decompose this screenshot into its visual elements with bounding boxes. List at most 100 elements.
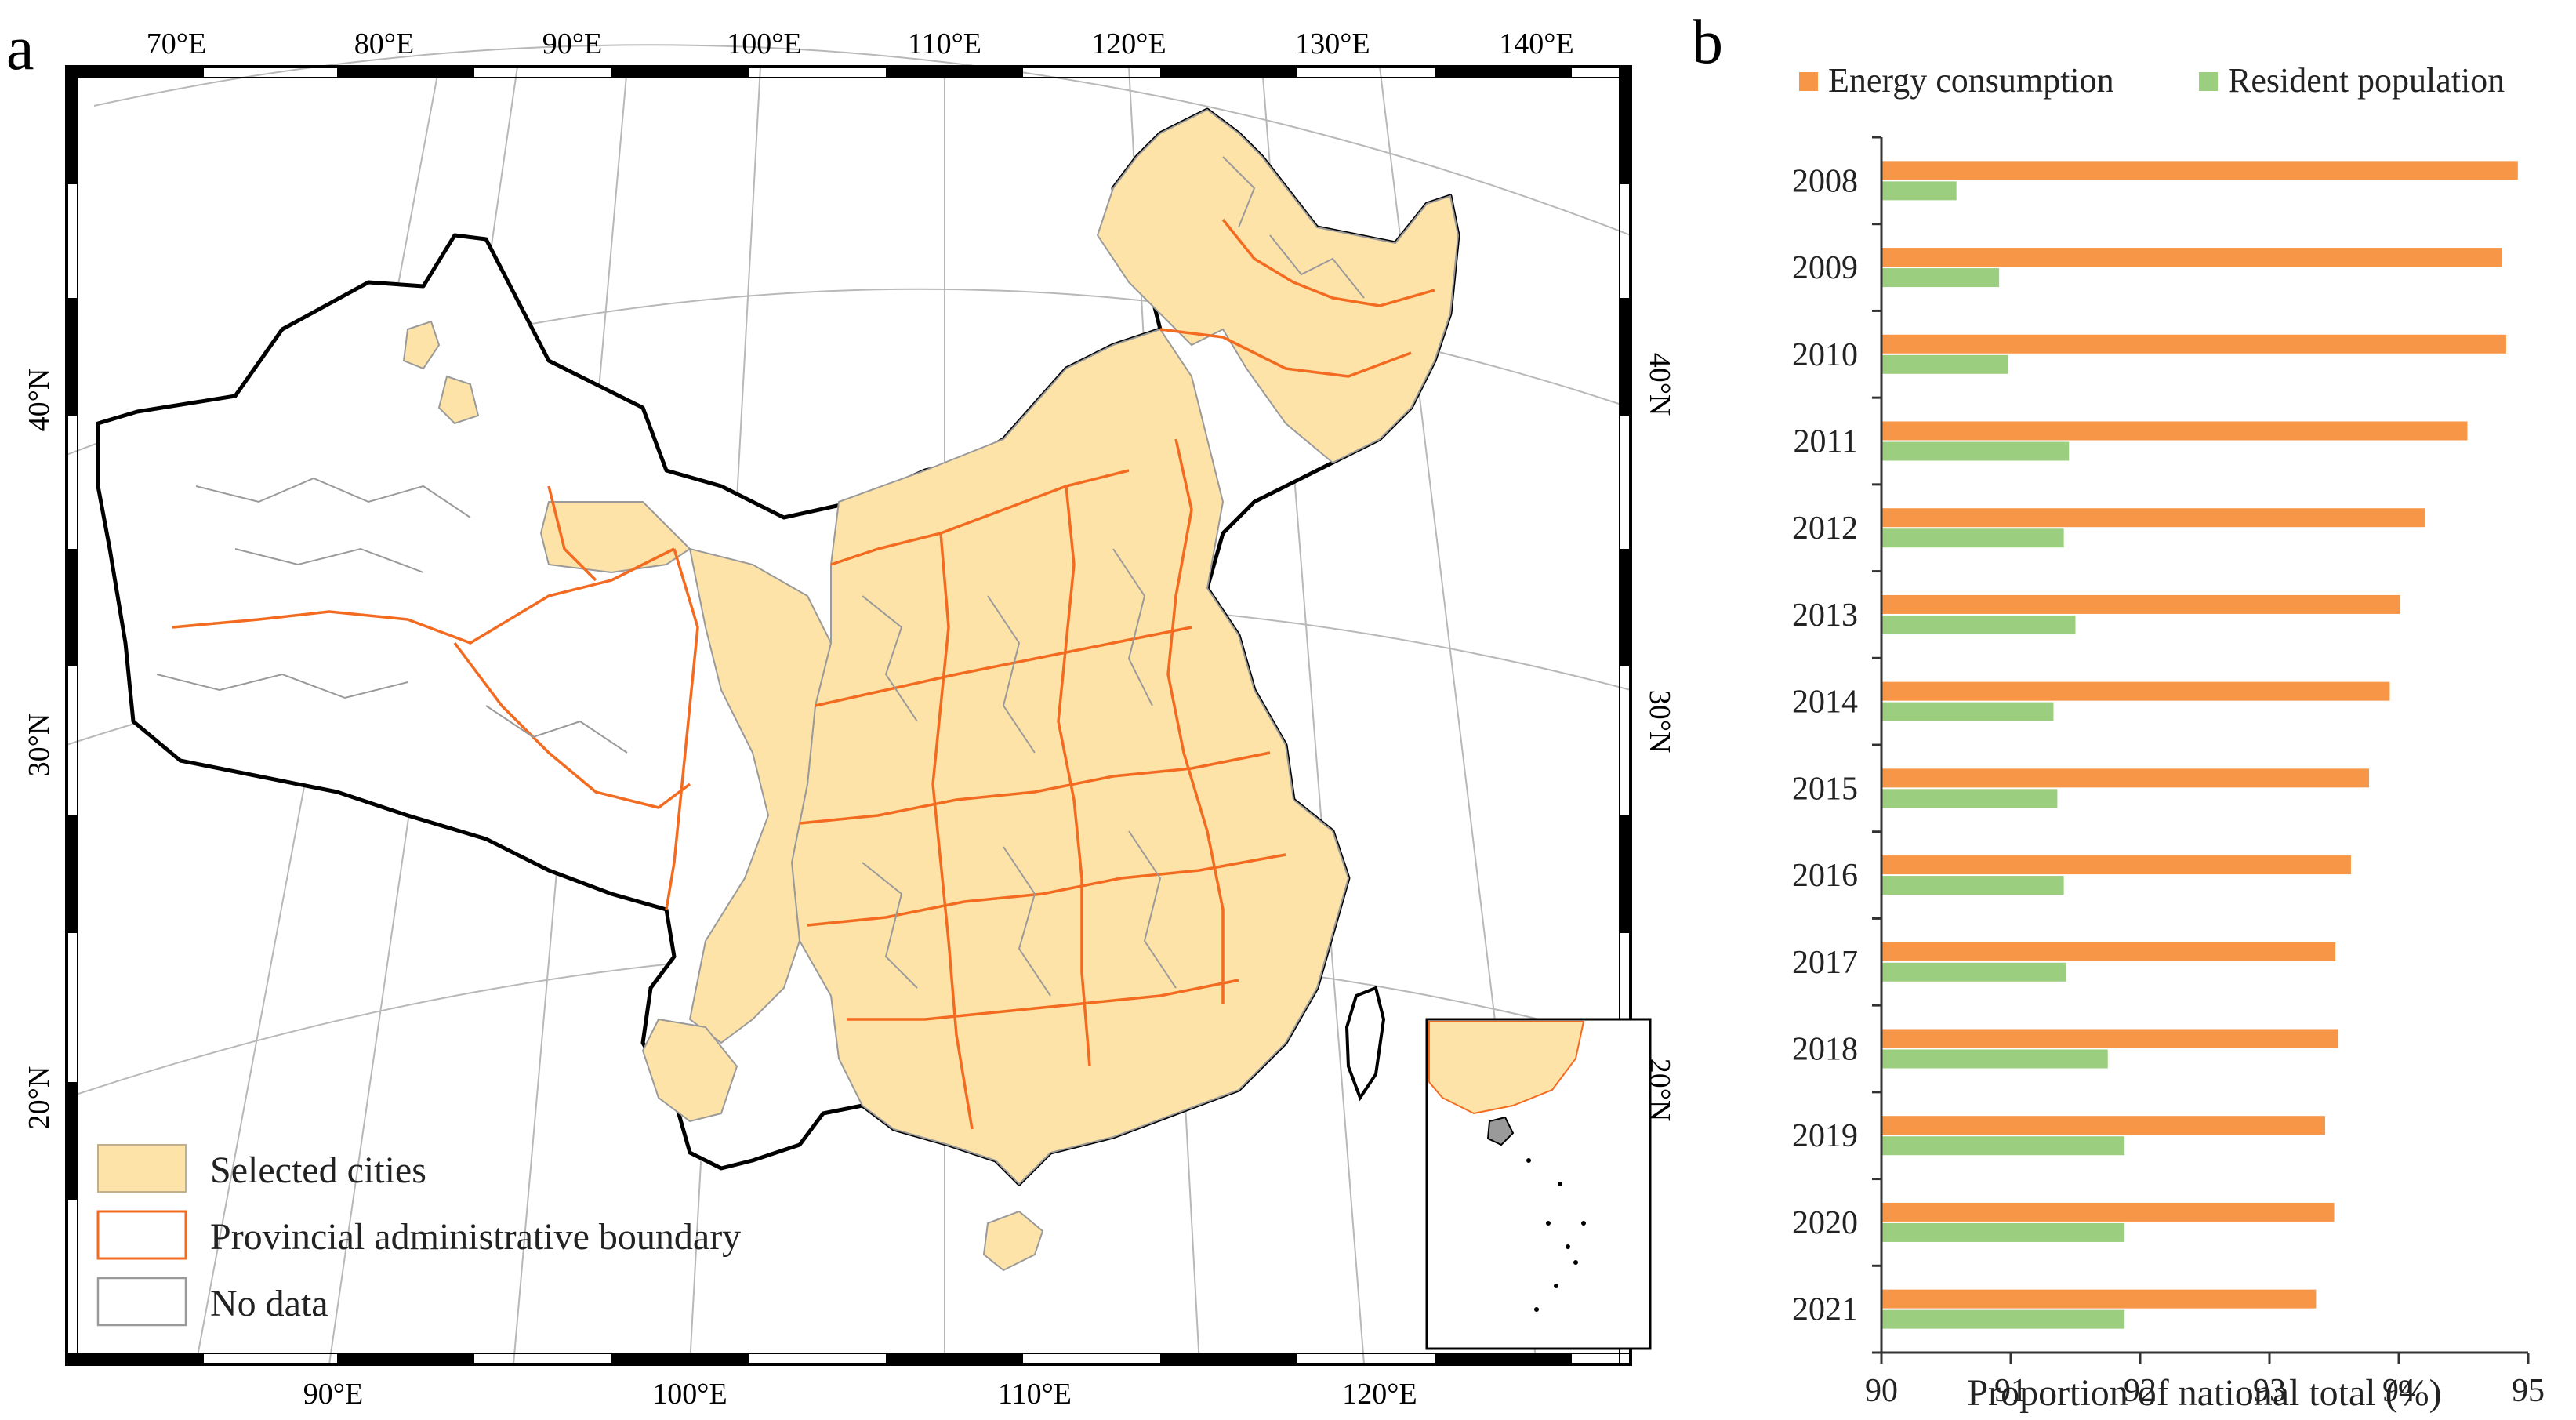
lon-label-top: 120°E xyxy=(1091,27,1166,60)
china-map-panel: a xyxy=(6,14,1676,1411)
bar-energy-consumption xyxy=(1881,1289,2317,1309)
city-boundary-line xyxy=(1269,234,1365,299)
lon-label-top: 100°E xyxy=(727,27,801,60)
axis-layer: 90 91 92 93 94 95 2008 2009 2010 2011 2012 2013 2014… xyxy=(1792,136,2545,1409)
selected-region-xinjiang-1 xyxy=(402,320,441,370)
legend-label-boundary: Provincial administrative boundary xyxy=(210,1216,741,1258)
bar-energy-consumption xyxy=(1881,161,2518,180)
lon-label-top: 110°E xyxy=(908,27,981,60)
y-category-label: 2011 xyxy=(1794,424,1858,460)
y-category-label: 2017 xyxy=(1792,945,1858,981)
lon-label-top: 70°E xyxy=(147,27,206,60)
lat-label-right: 30°N xyxy=(1643,690,1676,754)
city-boundary-line xyxy=(862,862,918,989)
y-category-label: 2013 xyxy=(1792,597,1858,634)
lon-label-bottom: 100°E xyxy=(652,1378,727,1411)
province-boundary-line xyxy=(665,548,699,910)
province-boundary-line xyxy=(847,979,1239,1021)
bar-energy-consumption xyxy=(1881,1116,2325,1135)
lon-label-bottom: 90°E xyxy=(303,1378,363,1411)
legend-label-selected: Selected cities xyxy=(210,1149,426,1191)
bar-energy-consumption xyxy=(1881,855,2351,875)
province-boundary-line xyxy=(1159,328,1412,378)
city-boundary-line xyxy=(156,673,408,699)
selected-region-qinghai xyxy=(539,501,691,574)
y-category-label: 2016 xyxy=(1792,858,1858,894)
bar-resident-population xyxy=(1881,1222,2125,1242)
bar-energy-consumption xyxy=(1881,421,2468,441)
taiwan-island xyxy=(1344,986,1386,1102)
lon-label-bottom: 110°E xyxy=(998,1378,1072,1411)
y-category-label: 2009 xyxy=(1792,250,1858,286)
bar-resident-population xyxy=(1881,702,2054,721)
lon-label-bottom: 120°E xyxy=(1342,1378,1417,1411)
bar-resident-population xyxy=(1881,268,2000,288)
bar-resident-population xyxy=(1881,876,2064,895)
province-boundary-line xyxy=(1221,218,1435,307)
bar-resident-population xyxy=(1881,615,2076,634)
bar-energy-consumption xyxy=(1881,768,2370,788)
y-category-label: 2019 xyxy=(1792,1118,1858,1154)
bar-resident-population xyxy=(1881,181,1957,201)
x-tick-label: 93 xyxy=(2253,1373,2286,1409)
chart-legend: Energy consumption Resident population xyxy=(1799,61,2505,100)
bar-energy-consumption xyxy=(1881,1029,2338,1048)
legend-swatch-selected xyxy=(97,1144,187,1193)
province-boundary-line xyxy=(807,853,1286,927)
province-boundary-line xyxy=(1057,485,1091,1067)
selected-region-southwest xyxy=(641,1018,738,1123)
y-category-label: 2008 xyxy=(1792,163,1858,199)
panel-label-b: b xyxy=(1693,8,1723,77)
lon-label-top: 130°E xyxy=(1295,27,1370,60)
province-boundary-line xyxy=(799,751,1271,825)
province-boundary-line xyxy=(830,469,1130,566)
province-boundary-line xyxy=(815,626,1192,707)
selected-cities-regions xyxy=(402,108,1460,1272)
bar-resident-population xyxy=(1881,1049,2108,1069)
city-boundary-line xyxy=(1003,846,1051,997)
selected-region-west-central xyxy=(688,547,833,1044)
city-boundary-line xyxy=(234,547,424,573)
provincial-boundaries xyxy=(172,218,1435,1130)
x-tick-label: 90 xyxy=(1865,1373,1898,1409)
city-boundary-line xyxy=(1128,830,1177,989)
legend-swatch-energy xyxy=(1799,72,1818,91)
province-boundary-line xyxy=(931,532,974,1130)
city-boundaries xyxy=(156,156,1365,997)
panel-label-a: a xyxy=(6,14,34,83)
selected-region-northeast xyxy=(1096,108,1460,464)
lat-label-right: 40°N xyxy=(1643,353,1676,416)
bar-energy-consumption xyxy=(1881,681,2390,701)
inset-mainland-coast xyxy=(1428,1021,1585,1115)
map-frame xyxy=(65,65,1632,1366)
selected-region-xinjiang-2 xyxy=(437,375,480,425)
bar-resident-population xyxy=(1881,441,2070,461)
bar-resident-population xyxy=(1881,1309,2125,1329)
legend-label-nodata: No data xyxy=(210,1283,328,1324)
legend-swatch-boundary xyxy=(96,1210,187,1260)
city-boundary-line xyxy=(1222,156,1256,228)
lat-label-left: 30°N xyxy=(23,714,56,777)
city-boundary-line xyxy=(862,595,918,722)
x-tick-label: 95 xyxy=(2512,1373,2545,1409)
y-category-label: 2010 xyxy=(1792,337,1858,373)
bars-layer xyxy=(1881,161,2518,1329)
graticule-parallel xyxy=(93,44,1631,236)
legend-swatch-nodata xyxy=(96,1277,187,1327)
city-boundary-line xyxy=(485,705,628,754)
lon-label-top: 140°E xyxy=(1499,27,1573,60)
x-tick-label: 94 xyxy=(2382,1373,2415,1409)
lat-label-left: 40°N xyxy=(23,369,56,432)
y-category-label: 2020 xyxy=(1792,1205,1858,1241)
bar-resident-population xyxy=(1881,789,2058,808)
bar-energy-consumption xyxy=(1881,508,2425,528)
bar-resident-population xyxy=(1881,528,2064,548)
x-axis-label: Proportion of national total (%) xyxy=(1967,1372,2441,1414)
legend-label-energy: Energy consumption xyxy=(1828,61,2114,100)
legend-label-population: Resident population xyxy=(2228,61,2505,100)
bar-energy-consumption xyxy=(1881,594,2400,614)
bar-resident-population xyxy=(1881,354,2008,374)
x-tick-label: 91 xyxy=(1994,1373,2027,1409)
south-china-sea-inset xyxy=(1425,1018,1652,1350)
bar-resident-population xyxy=(1881,1136,2125,1156)
